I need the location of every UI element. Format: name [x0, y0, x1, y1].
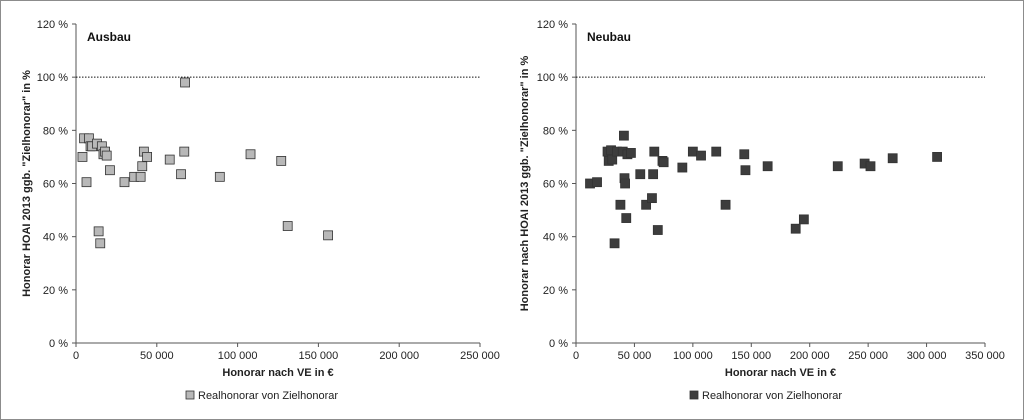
chart-2-data-point [652, 225, 663, 235]
chart-2-data-point [696, 150, 706, 161]
chart-1-y-tick-label: 0 % [49, 338, 68, 350]
chart-2-data-point [609, 238, 620, 249]
chart-2-data-point [932, 152, 942, 162]
chart-1-data-point [135, 171, 146, 182]
chart-2-data-point [647, 193, 657, 204]
chart-2-x-tick-label: 200 000 [790, 350, 830, 362]
chart-2-data-point [832, 161, 843, 172]
chart-2-y-tick-label: 20 % [543, 285, 568, 297]
chart-1-y-tick-label: 120 % [37, 19, 68, 31]
chart-2-data-point [619, 130, 629, 141]
chart-2-data-point [711, 146, 722, 157]
chart-2-y-tick-label: 0 % [549, 338, 568, 350]
chart-2-x-tick-label: 150 000 [731, 350, 771, 362]
chart-1-y-tick-label: 60 % [43, 179, 68, 191]
chart-1-data-point [137, 161, 148, 172]
chart-2-x-tick-label: 300 000 [907, 350, 947, 362]
chart-2-data-point [592, 177, 602, 188]
chart-1-data-point [282, 221, 293, 231]
chart-1-y-tick-label: 20 % [43, 285, 68, 297]
chart-1-x-axis-title: Honorar nach VE in € [222, 367, 333, 379]
chart-1-x-tick-label: 150 000 [299, 350, 339, 362]
chart-1-data-point [77, 152, 88, 162]
chart-1-title: Ausbau [87, 30, 131, 44]
chart-2-data-point [740, 165, 751, 176]
chart-2-data-point [687, 146, 698, 157]
chart-1-data-point [101, 150, 112, 161]
chart-1-x-tick-label: 250 000 [460, 350, 500, 362]
chart-2-data-point [658, 157, 669, 168]
chart-2-data-point [648, 169, 659, 180]
chart-2-data-point [798, 214, 809, 225]
chart-1-x-tick-label: 0 [73, 350, 79, 362]
chart-2-data-point [887, 153, 898, 164]
chart-2-data-point [615, 199, 626, 210]
chart-1-legend-label: Realhonorar von Zielhonorar [198, 390, 338, 402]
chart-2-data-point [649, 146, 660, 157]
chart-2-title: Neubau [587, 30, 631, 44]
chart-2-data-point [677, 162, 688, 173]
chart-2-data-point [865, 161, 876, 172]
chart-1-x-tick-label: 200 000 [379, 350, 419, 362]
chart-2-data-point [790, 223, 801, 234]
chart-1-data-point [119, 177, 130, 188]
chart-2-y-tick-label: 80 % [543, 125, 568, 137]
chart-2-x-tick-label: 50 000 [618, 350, 652, 362]
chart-2-data-point [762, 161, 773, 172]
chart-1-y-tick-label: 80 % [43, 125, 68, 137]
chart-1-data-point [164, 154, 175, 165]
chart-2-data-point [641, 199, 652, 210]
chart-2-x-tick-label: 350 000 [965, 350, 1005, 362]
chart-1-data-point [276, 156, 287, 166]
chart-2-y-tick-label: 60 % [543, 179, 568, 191]
chart-1-x-tick-label: 50 000 [140, 350, 174, 362]
chart-1-data-point [81, 177, 92, 188]
chart-1-data-point [95, 238, 106, 249]
chart-1-y-tick-label: 100 % [37, 72, 68, 84]
chart-2-data-point [720, 199, 731, 210]
chart-1-data-point [180, 77, 190, 88]
chart-2-data-point [626, 148, 636, 158]
chart-1-data-point [176, 169, 186, 180]
chart-2-x-axis-title: Honorar nach VE in € [725, 367, 836, 379]
chart-1-data-point [323, 230, 333, 241]
chart-2-y-tick-label: 120 % [537, 19, 568, 31]
chart-1-x-tick-label: 100 000 [218, 350, 258, 362]
chart-2-x-tick-label: 100 000 [673, 350, 713, 362]
chart-1-data-point [245, 149, 256, 160]
chart-1-data-point [142, 152, 153, 162]
chart-2-data-point [620, 178, 630, 189]
chart-2-data-point [635, 169, 646, 180]
chart-2-y-tick-label: 40 % [543, 232, 568, 244]
chart-2-data-point [739, 149, 750, 160]
chart-2-x-tick-label: 250 000 [848, 350, 888, 362]
chart-2-y-axis-title: Honorar nach HOAI 2013 ggb. "Zielhonorar… [519, 56, 531, 312]
chart-1-data-point [179, 146, 190, 157]
chart-2-data-point [621, 213, 632, 223]
chart-1-data-point [105, 165, 115, 176]
chart-1-data-point [93, 226, 104, 237]
chart-1-y-tick-label: 40 % [43, 232, 68, 244]
chart-2-y-tick-label: 100 % [537, 72, 568, 84]
chart-2-x-tick-label: 0 [573, 350, 579, 362]
chart-1-y-axis-title: Honorar HOAI 2013 ggb. "Zielhonorar" in … [21, 70, 33, 297]
chart-2-legend-marker [689, 390, 699, 400]
chart-1-data-point [214, 171, 225, 182]
chart-1-legend-marker [185, 390, 195, 400]
chart-2-legend-label: Realhonorar von Zielhonorar [702, 390, 842, 402]
